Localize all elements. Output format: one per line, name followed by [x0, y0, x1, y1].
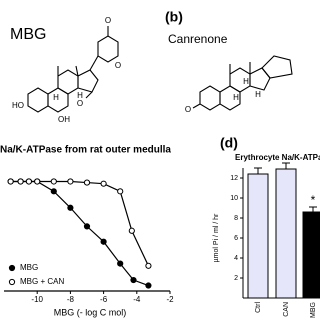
legend-label: MBG	[20, 263, 38, 272]
bar	[275, 168, 297, 299]
annotation: *	[311, 193, 316, 207]
y-tick-label: 4	[234, 255, 238, 262]
atom-label: HO	[12, 101, 24, 110]
data-point	[34, 178, 41, 185]
x-tick-label: Ctrl	[255, 302, 262, 313]
data-point	[50, 178, 57, 185]
atom-label: H	[255, 90, 261, 99]
y-tick-label: 8	[234, 215, 238, 222]
data-point	[145, 262, 152, 269]
data-point	[50, 188, 57, 195]
atom-label: O	[185, 105, 191, 114]
data-point	[67, 178, 74, 185]
data-point	[25, 178, 32, 185]
data-point	[67, 204, 74, 211]
canrenone-structure	[192, 55, 293, 111]
data-point	[83, 223, 91, 230]
atom-label: O	[77, 99, 83, 108]
data-point	[117, 188, 124, 195]
mbg-structure	[27, 26, 119, 113]
atom-label: O	[105, 16, 111, 25]
bar	[302, 211, 320, 299]
y-tick-label: 6	[234, 235, 238, 242]
x-axis-label: MBG (- log C mol)	[54, 307, 127, 317]
data-point	[117, 260, 124, 267]
x-tick-label: MBG	[310, 302, 317, 318]
y-axis-label: µmol Pi / ml / hr	[213, 213, 220, 262]
y-tick-label: 12	[230, 175, 238, 182]
legend-marker	[8, 264, 16, 272]
data-point	[128, 227, 135, 234]
data-point	[130, 276, 137, 284]
mbg-label: MBG	[10, 26, 46, 43]
atom-label: H	[243, 77, 249, 86]
x-tick-label: -8	[67, 295, 75, 304]
x-tick-label: -6	[100, 295, 108, 304]
data-point	[7, 178, 14, 185]
atom-label: H	[53, 93, 59, 102]
atom-label: OH	[58, 115, 70, 124]
y-tick-label: 10	[230, 195, 238, 202]
bar	[247, 173, 269, 299]
data-point	[83, 179, 91, 186]
data-point	[17, 178, 24, 185]
series-line	[10, 180, 149, 267]
y-tick-label: 2	[234, 275, 238, 282]
x-tick-label: -4	[133, 295, 141, 304]
atom-label: H	[77, 91, 83, 100]
data-point	[100, 238, 107, 245]
panel-label: (d)	[220, 135, 238, 151]
panel-label: (b)	[165, 9, 183, 25]
x-tick-label: CAN	[283, 302, 290, 317]
canrenone-label: Canrenone	[168, 32, 228, 46]
chart-title: Erythrocyte Na/K-ATPase	[235, 153, 320, 162]
x-tick-label: -10	[31, 295, 43, 304]
legend-marker	[8, 278, 16, 286]
atom-label: O	[115, 61, 121, 70]
data-point	[145, 282, 152, 289]
data-point	[100, 180, 107, 187]
x-tick-label: -2	[166, 295, 174, 304]
legend-label: MBG + CAN	[20, 277, 64, 286]
atom-label: H	[233, 93, 239, 102]
chart-title: Na/K-ATPase from rat outer medulla	[0, 145, 171, 156]
